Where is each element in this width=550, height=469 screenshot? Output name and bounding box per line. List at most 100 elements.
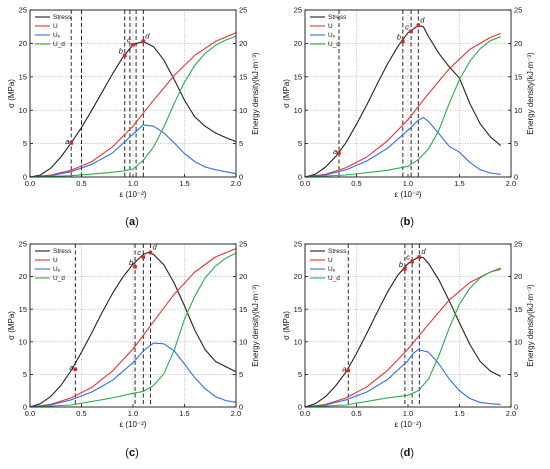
y-left-tick-label: 25: [294, 240, 302, 249]
series-line-ue: [304, 116, 501, 178]
y-right-tick-label: 10: [239, 337, 247, 346]
x-tick-label: 0.0: [300, 179, 310, 188]
x-tick-label: 0.5: [351, 179, 361, 188]
series-line-stress: [29, 251, 237, 408]
y-left-tick-label: 0: [298, 173, 302, 182]
point-label: c: [405, 22, 409, 31]
point-marker: [148, 250, 153, 255]
legend-label: U: [328, 257, 333, 264]
point-label: c: [127, 36, 131, 45]
legend-label: U: [53, 257, 58, 264]
y-right-tick-label: 25: [239, 240, 247, 249]
panel-label: (c): [125, 447, 138, 459]
x-tick-label: 2.0: [506, 179, 516, 188]
series-line-ue: [29, 124, 237, 178]
series-line-stress: [29, 40, 237, 178]
y-right-tick-label: 20: [514, 272, 522, 281]
legend-label: Stress: [328, 14, 347, 21]
y-left-tick-label: 25: [294, 6, 302, 15]
legend-label: U_d: [328, 41, 340, 48]
y-right-axis-label: Energy density(kJ·m⁻³): [251, 52, 260, 135]
x-tick-label: 0.0: [25, 409, 35, 418]
panel-label-letter: d: [404, 447, 411, 459]
series-line-ud: [304, 268, 501, 408]
x-tick-label: 1.5: [454, 179, 464, 188]
y-left-tick-label: 25: [19, 6, 27, 15]
point-marker: [410, 259, 414, 264]
y-right-axis-label: Energy density(kJ·m⁻³): [526, 284, 535, 367]
legend-label: Stress: [53, 248, 72, 255]
point-marker: [73, 367, 78, 371]
point-label: a: [65, 137, 69, 146]
y-left-tick-label: 5: [23, 370, 27, 379]
x-tick-label: 0.5: [76, 409, 86, 418]
y-left-axis-label: σ (MPa): [7, 311, 16, 340]
y-left-tick-label: 20: [19, 39, 27, 48]
point-label: b: [119, 46, 123, 55]
y-left-tick-label: 5: [298, 370, 302, 379]
legend-label: Uₑ: [53, 32, 61, 39]
y-right-tick-label: 10: [514, 106, 522, 115]
y-right-tick-label: 15: [514, 72, 522, 81]
y-left-tick-label: 0: [23, 403, 27, 412]
y-left-tick-label: 15: [19, 305, 27, 314]
point-label: d: [421, 247, 426, 256]
point-marker: [409, 29, 413, 34]
y-right-axis-label: Energy density(kJ·m⁻³): [251, 284, 260, 367]
y-left-tick-label: 10: [294, 106, 302, 115]
point-label: a: [342, 364, 346, 373]
y-left-tick-label: 20: [294, 39, 302, 48]
point-marker: [131, 42, 135, 47]
x-tick-label: 1.5: [454, 409, 464, 418]
point-marker: [133, 265, 137, 269]
point-label: c: [406, 253, 410, 262]
y-right-tick-label: 20: [514, 39, 522, 48]
y-right-tick-label: 5: [239, 139, 243, 148]
legend-label: Uₑ: [53, 266, 61, 273]
x-tick-label: 2.0: [506, 409, 516, 418]
y-right-tick-label: 15: [514, 305, 522, 314]
y-right-tick-label: 5: [239, 370, 243, 379]
point-label: a: [69, 363, 73, 372]
y-left-tick-label: 0: [23, 173, 27, 182]
x-tick-label: 2.0: [231, 409, 241, 418]
panel-label-letter: b: [404, 216, 411, 228]
legend-label: Stress: [53, 14, 72, 21]
x-tick-label: 1.5: [179, 409, 189, 418]
y-left-tick-label: 5: [23, 139, 27, 148]
y-left-tick-label: 15: [294, 72, 302, 81]
legend-label: Uₑ: [328, 266, 336, 273]
x-tick-label: 1.0: [403, 409, 413, 418]
x-tick-label: 0.5: [76, 179, 86, 188]
y-left-tick-label: 25: [19, 240, 27, 249]
y-right-tick-label: 10: [239, 106, 247, 115]
plot-frame: [304, 243, 512, 408]
point-marker: [122, 53, 127, 58]
plot-frame: [29, 243, 237, 408]
y-right-tick-label: 10: [514, 337, 522, 346]
series-line-ud: [29, 35, 237, 178]
x-tick-label: 0.0: [25, 179, 35, 188]
y-right-tick-label: 0: [239, 173, 243, 182]
y-left-tick-label: 5: [298, 139, 302, 148]
x-axis-label: ε (10⁻²): [120, 190, 147, 199]
series-line-u: [304, 32, 501, 178]
point-label: d: [145, 31, 150, 40]
panel-label-letter: c: [129, 447, 135, 459]
legend-label: U_d: [53, 275, 65, 282]
y-right-tick-label: 0: [514, 173, 518, 182]
y-right-tick-label: 0: [239, 403, 243, 412]
point-marker: [417, 255, 422, 259]
y-right-tick-label: 25: [514, 240, 522, 249]
y-right-tick-label: 5: [514, 370, 518, 379]
point-marker: [416, 23, 421, 28]
series-line-ud: [29, 252, 237, 408]
y-right-tick-label: 25: [239, 6, 247, 15]
y-left-axis-label: σ (MPa): [7, 79, 16, 108]
series-line-u: [29, 248, 237, 408]
series-line-stress: [304, 256, 501, 408]
y-right-tick-label: 15: [239, 72, 247, 81]
